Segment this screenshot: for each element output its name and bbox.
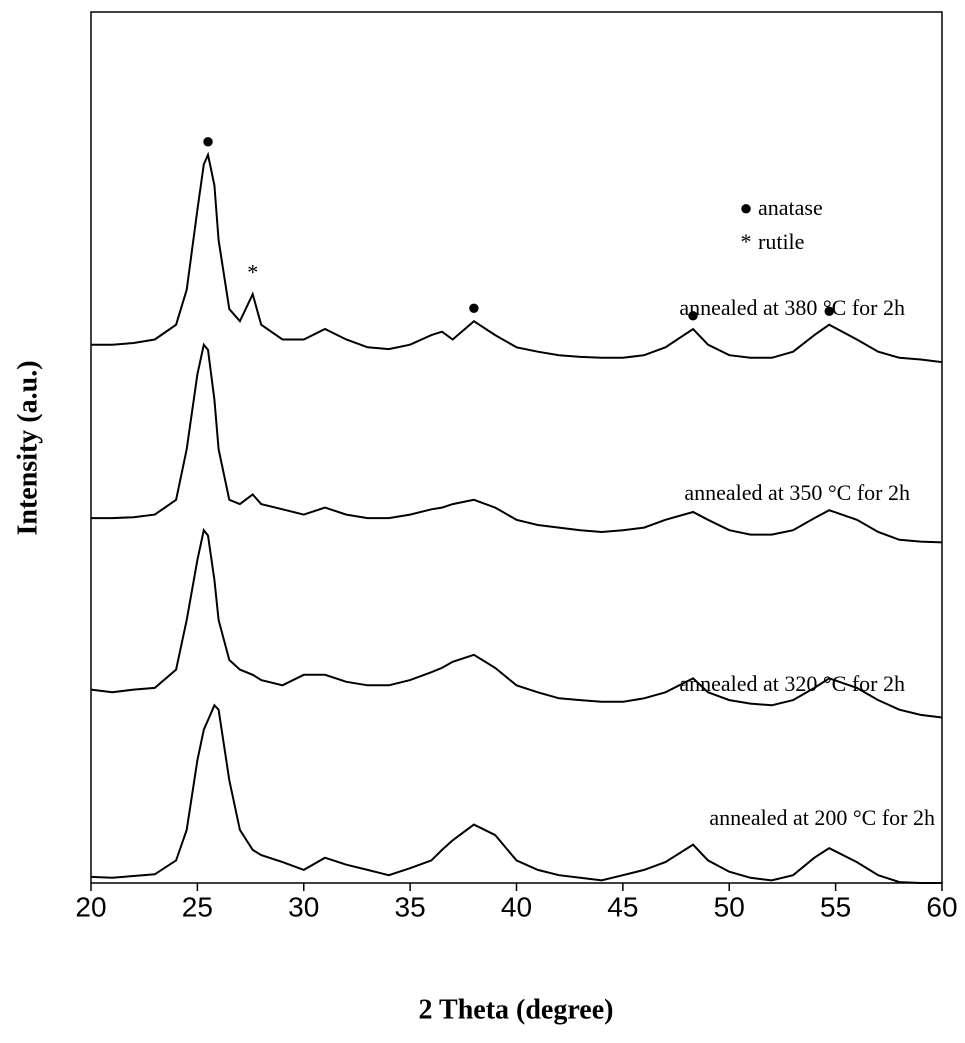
x-tick-label: 35 bbox=[395, 891, 426, 922]
x-tick-label: 45 bbox=[607, 891, 638, 922]
xrd-line bbox=[91, 151, 943, 364]
x-tick-label: 25 bbox=[182, 891, 213, 922]
peak-marker: * bbox=[247, 259, 258, 284]
peak-marker: ● bbox=[467, 294, 480, 319]
x-tick-label: 55 bbox=[820, 891, 851, 922]
xrd-line bbox=[90, 527, 943, 719]
x-tick-label: 20 bbox=[75, 891, 106, 922]
xrd-line bbox=[90, 703, 942, 884]
series-label: annealed at 350 °C for 2h bbox=[684, 480, 910, 505]
x-tick-label: 50 bbox=[714, 891, 745, 922]
xrd-line bbox=[91, 342, 943, 544]
peak-marker: ● bbox=[686, 302, 699, 327]
x-axis-label: 2 Theta (degree) bbox=[419, 994, 614, 1025]
series-label: annealed at 200 °C for 2h bbox=[709, 805, 935, 830]
legend-symbol: ● bbox=[739, 195, 752, 220]
peak-marker: ● bbox=[201, 128, 214, 153]
legend-label: anatase bbox=[758, 195, 823, 220]
legend-symbol: * bbox=[741, 229, 752, 254]
legend-label: rutile bbox=[758, 229, 804, 254]
series-label: annealed at 380 °C for 2h bbox=[679, 295, 905, 320]
y-axis-label: Intensity (a.u.) bbox=[12, 360, 43, 535]
x-tick-label: 30 bbox=[288, 891, 319, 922]
peak-marker: ● bbox=[823, 298, 836, 323]
series-label: annealed at 320 °C for 2h bbox=[679, 671, 905, 696]
x-tick-label: 60 bbox=[926, 891, 957, 922]
x-tick-label: 40 bbox=[501, 891, 532, 922]
